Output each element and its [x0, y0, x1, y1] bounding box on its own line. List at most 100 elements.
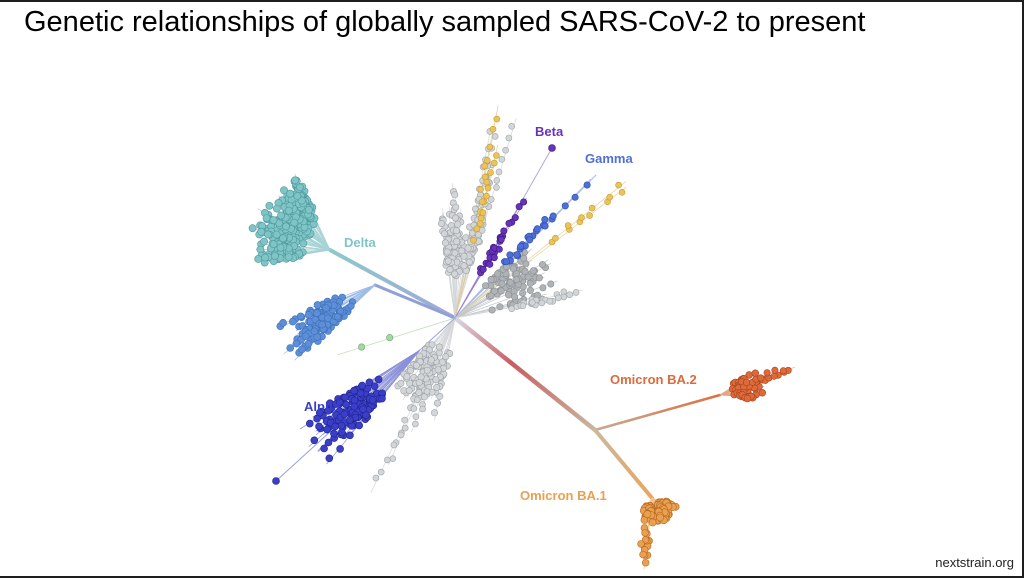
- tree-tip: [378, 394, 386, 403]
- tree-tip: [260, 237, 268, 246]
- tree-tip: [313, 309, 321, 317]
- tree-tip: [572, 289, 580, 296]
- tree-tip: [583, 181, 591, 189]
- tree-tip: [504, 291, 512, 299]
- tree-tip: [282, 222, 290, 231]
- clade-label-beta: Beta: [535, 124, 564, 139]
- tree-tip: [330, 429, 338, 438]
- tree-tip: [468, 229, 476, 237]
- tree-tip: [322, 304, 330, 312]
- tree-tip: [397, 431, 405, 439]
- tree-tip: [383, 456, 391, 464]
- tree-tip: [549, 212, 557, 220]
- tree-tip: [323, 425, 331, 434]
- tree-tip: [441, 239, 449, 247]
- tree-tip: [618, 189, 626, 196]
- tree-tip: [486, 143, 494, 151]
- tree-tip: [513, 276, 521, 284]
- tree-tip: [320, 444, 328, 453]
- branch-blue-trunk: [373, 283, 457, 320]
- tree-tip: [325, 454, 334, 463]
- tree-tip: [277, 211, 285, 220]
- tree-tip: [481, 173, 489, 181]
- tree-tip: [505, 219, 513, 227]
- tree-tip: [280, 186, 288, 195]
- tree-tip: [505, 134, 513, 142]
- tree-tip: [304, 339, 313, 348]
- tree-tip: [474, 231, 482, 238]
- tree-tip: [350, 402, 359, 411]
- tree-tip: [406, 366, 414, 374]
- tree-tip: [471, 205, 479, 213]
- tree-tip: [318, 320, 326, 329]
- tree-tip: [481, 282, 489, 290]
- tree-tip: [440, 230, 448, 238]
- tree-tip: [284, 206, 293, 215]
- tree-tip: [757, 374, 765, 382]
- tree-tip: [374, 375, 383, 384]
- tree-tip: [336, 445, 344, 453]
- tree-tip: [293, 191, 302, 200]
- tree-tip: [526, 236, 534, 244]
- tree-tip: [365, 378, 374, 387]
- tree-tip: [419, 405, 426, 413]
- tree-tip: [401, 424, 409, 432]
- tree-tip: [397, 379, 405, 387]
- tree-tip: [270, 252, 279, 260]
- tree-tip: [547, 280, 555, 288]
- tree-tip: [763, 369, 771, 377]
- tree-tip: [489, 125, 497, 133]
- tree-tip: [571, 193, 579, 201]
- branch-omicron-ba2: [593, 393, 722, 432]
- tree-tip: [648, 518, 657, 527]
- tree-tip: [493, 177, 501, 184]
- tree-tip: [451, 191, 459, 199]
- tree-tip: [490, 254, 498, 262]
- tree-tip: [313, 414, 321, 423]
- tree-tip: [423, 388, 431, 395]
- clade-label-gamma: Gamma: [585, 151, 633, 166]
- tree-tip: [412, 361, 420, 369]
- tree-tip: [345, 416, 354, 424]
- tree-tip: [495, 245, 503, 253]
- tree-tip: [434, 366, 442, 374]
- tree-tip: [370, 382, 379, 391]
- tree-tip: [561, 202, 569, 210]
- tree-tip: [742, 378, 751, 387]
- tree-tip: [641, 529, 649, 537]
- tree-tip: [390, 441, 398, 449]
- tree-tip: [498, 156, 506, 163]
- tree-tip: [423, 366, 431, 374]
- tree-tip: [430, 409, 438, 417]
- tree-tip: [451, 214, 459, 222]
- tree-tip: [533, 225, 541, 233]
- tree-tip: [497, 236, 505, 244]
- tree-tip: [566, 291, 574, 299]
- tree-tip: [493, 115, 501, 123]
- tree-tip: [519, 302, 527, 310]
- tree-tip: [487, 276, 495, 284]
- tree-tip: [454, 220, 462, 228]
- tree-tip: [438, 358, 446, 366]
- tree-tip: [427, 356, 435, 364]
- tree-tip: [358, 343, 366, 351]
- tree-tip: [476, 220, 484, 227]
- tree-tip: [743, 394, 752, 403]
- tree-tip: [338, 428, 346, 437]
- tree-tip: [460, 252, 468, 260]
- tree-tip: [310, 436, 319, 445]
- tree-tip: [506, 278, 514, 286]
- tree-tip: [257, 227, 266, 236]
- tree-tip: [272, 477, 280, 485]
- tree-tip: [437, 220, 445, 228]
- tree-tip: [586, 212, 593, 219]
- tree-tip: [464, 244, 472, 252]
- tree-tip: [528, 299, 536, 306]
- tree-tip: [641, 559, 650, 567]
- tree-tip: [493, 184, 500, 191]
- tree-tip: [751, 369, 759, 377]
- tree-tip: [304, 311, 313, 319]
- tree-tip: [535, 274, 543, 282]
- tree-tip: [265, 201, 274, 210]
